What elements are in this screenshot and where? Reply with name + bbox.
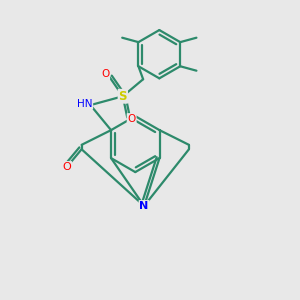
Text: O: O: [128, 114, 136, 124]
Text: O: O: [101, 69, 109, 79]
Text: S: S: [118, 90, 127, 103]
Text: N: N: [140, 201, 149, 211]
Text: HN: HN: [77, 99, 92, 109]
Text: O: O: [62, 162, 71, 172]
